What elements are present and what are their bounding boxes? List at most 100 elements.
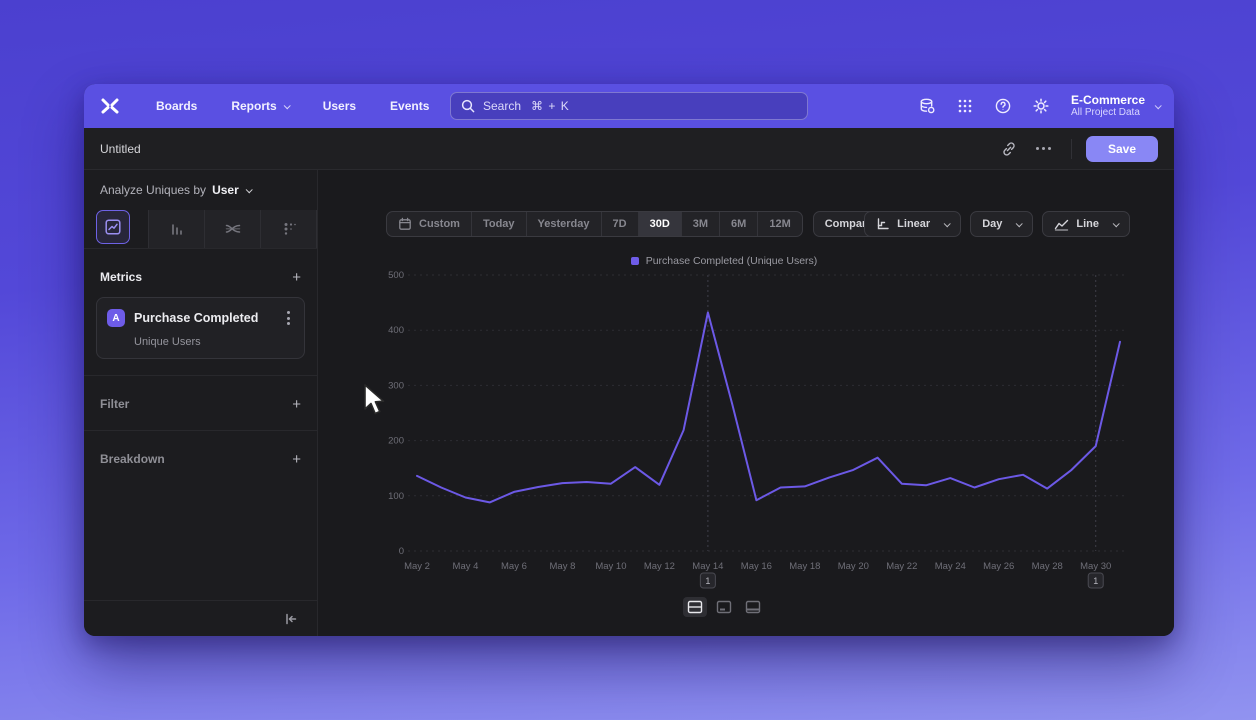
layout-split-button[interactable] — [683, 597, 707, 617]
range-today[interactable]: Today — [470, 212, 526, 236]
gridlines: 0 100 200 300 400 500 — [388, 270, 1128, 557]
x-axis-label: May 18 — [789, 561, 820, 572]
chevron-down-icon — [1016, 219, 1024, 227]
app-window: Boards Reports Users Events Search ⌘ + K — [84, 84, 1174, 636]
analyze-entity-value: User — [212, 183, 239, 197]
nav-item-label: Users — [322, 99, 357, 113]
mixpanel-logo-icon[interactable] — [98, 94, 122, 118]
nav-item-boards[interactable]: Boards — [156, 99, 197, 113]
report-header: Untitled Save — [84, 128, 1174, 170]
svg-text:1: 1 — [705, 576, 710, 586]
metric-options-button[interactable] — [283, 307, 294, 329]
nav-right-cluster: E-Commerce All Project Data — [913, 84, 1162, 128]
save-button[interactable]: Save — [1086, 135, 1158, 162]
legend-swatch — [630, 257, 639, 265]
more-options-button[interactable] — [1029, 136, 1057, 162]
tab-funnels[interactable] — [149, 210, 205, 248]
project-switcher[interactable]: E-Commerce All Project Data — [1070, 92, 1162, 119]
gear-icon — [1033, 98, 1049, 114]
nav-item-label: Reports — [231, 99, 277, 113]
range-7d[interactable]: 7D — [600, 212, 638, 236]
project-name: E-Commerce — [1070, 92, 1145, 107]
layout-table-bottom-button[interactable] — [741, 597, 765, 617]
apps-grid-button[interactable] — [951, 92, 979, 120]
add-filter-button[interactable]: + — [292, 395, 301, 413]
metric-card[interactable]: A Purchase Completed Unique Users — [96, 297, 305, 359]
divider — [84, 430, 317, 431]
sidebar-footer — [84, 600, 317, 636]
scale-label: Linear — [897, 218, 931, 230]
add-metric-button[interactable]: + — [292, 268, 301, 286]
metrics-title: Metrics — [100, 270, 143, 284]
range-label: 12M — [769, 218, 791, 230]
chevron-down-icon — [283, 101, 291, 109]
copy-link-button[interactable] — [995, 136, 1023, 162]
tab-flows[interactable] — [205, 210, 261, 248]
apps-grid-icon — [958, 99, 972, 113]
nav-item-events[interactable]: Events — [390, 99, 429, 113]
range-custom[interactable]: Custom — [387, 212, 471, 236]
primary-nav: Boards Reports Users Events — [156, 99, 429, 113]
nav-item-label: Events — [390, 99, 430, 113]
y-axis-label: 100 — [388, 491, 404, 502]
tab-retention[interactable] — [261, 210, 317, 248]
nav-item-users[interactable]: Users — [323, 99, 356, 113]
metric-measurement: Unique Users — [134, 336, 201, 348]
divider — [84, 248, 317, 249]
x-axis-label: May 12 — [644, 561, 675, 572]
settings-button[interactable] — [1027, 92, 1055, 120]
query-sidebar: Analyze Uniques by User — [84, 170, 318, 636]
annotation-badge[interactable]: 1 — [1087, 572, 1104, 589]
range-12m[interactable]: 12M — [757, 212, 801, 236]
data-management-button[interactable] — [913, 92, 941, 120]
layout-split-icon — [687, 600, 703, 614]
chart-type-dropdown[interactable]: Line — [1042, 211, 1130, 237]
scale-dropdown[interactable]: Linear — [864, 211, 962, 237]
add-breakdown-button[interactable]: + — [292, 450, 301, 468]
chart-type-label: Line — [1076, 218, 1099, 230]
x-axis-label: May 6 — [501, 561, 527, 572]
y-axis-label: 200 — [388, 436, 404, 447]
layout-chart-focus-button[interactable] — [712, 597, 736, 617]
collapse-sidebar-button[interactable] — [277, 606, 305, 632]
nav-item-label: Boards — [156, 99, 198, 113]
line-chart-icon — [1055, 219, 1069, 231]
x-axis-label: May 28 — [1032, 561, 1063, 572]
filter-section-header: Filter + — [84, 394, 317, 414]
interval-dropdown[interactable]: Day — [970, 211, 1034, 237]
chevron-down-icon — [1154, 101, 1162, 109]
range-6m[interactable]: 6M — [719, 212, 757, 236]
metric-event-name: Purchase Completed — [134, 311, 259, 325]
x-axis-label: May 26 — [983, 561, 1014, 572]
x-axis-label: May 2 — [404, 561, 430, 572]
chart-display-controls: Linear Day Line — [864, 211, 1130, 237]
range-3m[interactable]: 3M — [680, 212, 719, 236]
tab-insights[interactable] — [96, 210, 130, 244]
link-icon — [1003, 141, 1015, 156]
top-nav: Boards Reports Users Events Search ⌘ + K — [84, 84, 1174, 128]
analyze-entity-dropdown[interactable]: User — [212, 183, 253, 197]
range-label: Custom — [419, 218, 460, 230]
search-input[interactable]: Search ⌘ + K — [450, 92, 808, 120]
metrics-section-header: Metrics + — [84, 267, 317, 287]
chart-toolbar: Custom Today Yesterday 7D 30D 3M 6M 12M Compare… — [386, 211, 1130, 237]
x-axis-label: May 14 — [692, 561, 723, 572]
report-title: Untitled — [100, 141, 141, 156]
help-button[interactable] — [989, 92, 1017, 120]
nav-item-reports[interactable]: Reports — [231, 99, 291, 113]
annotation-badge[interactable]: 1 — [699, 572, 716, 589]
retention-dots-icon — [284, 223, 296, 235]
y-axis-label: 300 — [388, 380, 404, 391]
chevron-down-icon — [943, 219, 951, 227]
range-yesterday[interactable]: Yesterday — [525, 212, 601, 236]
range-label: 6M — [731, 218, 747, 230]
x-axis-label: May 4 — [453, 561, 479, 572]
range-label: 3M — [692, 218, 709, 230]
report-type-tabs — [84, 210, 317, 248]
search-icon — [461, 99, 475, 113]
chart-panel: 0 100 200 300 400 500 May 2 May 4 May 6 May 8 May … — [318, 170, 1174, 636]
range-30d[interactable]: 30D — [637, 212, 681, 236]
database-icon — [920, 98, 935, 114]
